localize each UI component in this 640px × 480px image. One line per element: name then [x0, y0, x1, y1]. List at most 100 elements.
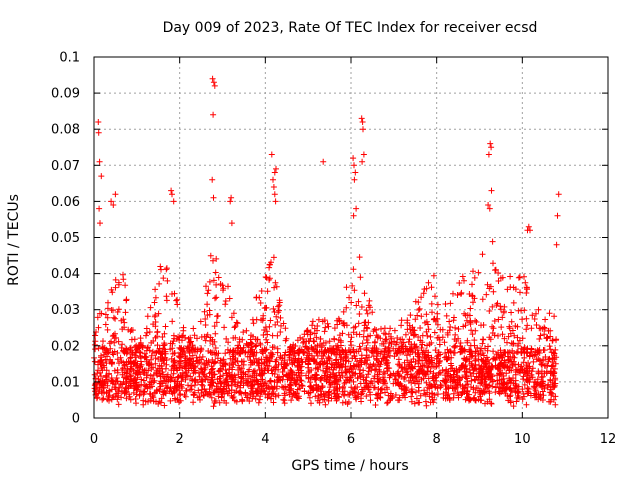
data-point — [231, 379, 238, 386]
data-point — [545, 358, 552, 365]
data-point — [373, 345, 380, 352]
data-point — [198, 386, 205, 393]
data-point — [531, 384, 538, 391]
data-point — [373, 355, 380, 362]
data-point — [452, 324, 459, 331]
data-point — [313, 349, 320, 356]
data-point — [488, 187, 495, 194]
data-point — [254, 336, 261, 343]
data-point — [420, 375, 427, 382]
data-point — [477, 365, 484, 372]
data-point — [373, 391, 380, 398]
data-point — [244, 380, 250, 387]
data-point — [150, 371, 157, 378]
data-point — [172, 383, 179, 390]
data-point — [449, 385, 456, 392]
data-point — [529, 353, 536, 359]
data-point — [216, 399, 223, 406]
data-point — [342, 377, 349, 383]
data-point — [486, 285, 493, 292]
data-point — [307, 374, 314, 381]
data-point — [272, 358, 279, 365]
data-point — [190, 399, 197, 406]
data-point — [124, 349, 131, 356]
data-point — [111, 367, 118, 374]
data-point — [503, 363, 510, 370]
data-point — [377, 390, 384, 397]
data-point — [367, 361, 374, 368]
data-point — [167, 346, 174, 353]
chart-title: Day 009 of 2023, Rate Of TEC Index for r… — [163, 20, 538, 36]
data-point — [365, 371, 372, 378]
data-point — [523, 326, 530, 333]
data-point — [100, 362, 106, 369]
data-point — [213, 319, 220, 326]
data-point — [515, 383, 522, 390]
data-point — [255, 359, 262, 366]
data-point — [499, 314, 506, 321]
data-point — [115, 401, 122, 408]
data-point — [275, 392, 282, 399]
data-point — [435, 349, 442, 356]
data-point — [314, 397, 321, 404]
data-point — [550, 396, 557, 403]
data-point — [340, 308, 347, 315]
data-point — [501, 303, 508, 310]
data-point — [240, 329, 247, 336]
data-point — [195, 379, 201, 386]
x-tick-label: 6 — [347, 432, 355, 447]
data-point — [359, 119, 366, 125]
data-point — [219, 282, 226, 289]
data-point — [538, 361, 545, 368]
data-point — [141, 370, 148, 377]
data-point — [271, 284, 278, 291]
data-point — [309, 322, 316, 329]
data-point — [148, 352, 155, 359]
data-point — [508, 318, 515, 325]
data-point — [345, 358, 352, 365]
data-point — [537, 325, 544, 332]
data-point — [303, 328, 310, 334]
data-point — [470, 268, 476, 275]
data-point — [100, 395, 107, 402]
data-point — [485, 343, 491, 350]
data-point — [207, 349, 214, 356]
data-point — [188, 376, 195, 383]
data-point — [421, 387, 428, 394]
data-point — [338, 369, 345, 376]
data-point — [99, 396, 106, 403]
data-point — [180, 374, 186, 381]
data-point — [121, 349, 128, 356]
data-point — [92, 332, 99, 339]
data-point — [411, 373, 418, 379]
data-point — [349, 388, 356, 395]
data-point — [204, 290, 211, 297]
data-point — [320, 367, 327, 374]
data-point — [196, 359, 203, 366]
data-point — [385, 392, 392, 399]
data-point — [272, 393, 279, 400]
data-point — [188, 355, 194, 362]
data-point — [145, 398, 151, 405]
data-point — [426, 341, 433, 348]
data-point — [489, 238, 496, 245]
data-point — [363, 337, 370, 343]
data-point — [496, 390, 503, 397]
y-axis-title: ROTI / TECUs — [6, 194, 22, 286]
data-point — [165, 376, 172, 383]
data-point — [521, 381, 528, 388]
data-point — [512, 366, 519, 373]
data-point — [108, 338, 115, 345]
data-point — [205, 287, 212, 294]
data-point — [96, 205, 103, 212]
data-point — [472, 327, 479, 334]
data-point — [479, 350, 486, 356]
data-point — [447, 365, 454, 372]
data-point — [523, 315, 530, 322]
data-point — [185, 382, 191, 389]
data-point — [470, 395, 477, 402]
data-point — [133, 349, 140, 356]
data-point — [109, 377, 116, 384]
data-point — [348, 299, 355, 306]
